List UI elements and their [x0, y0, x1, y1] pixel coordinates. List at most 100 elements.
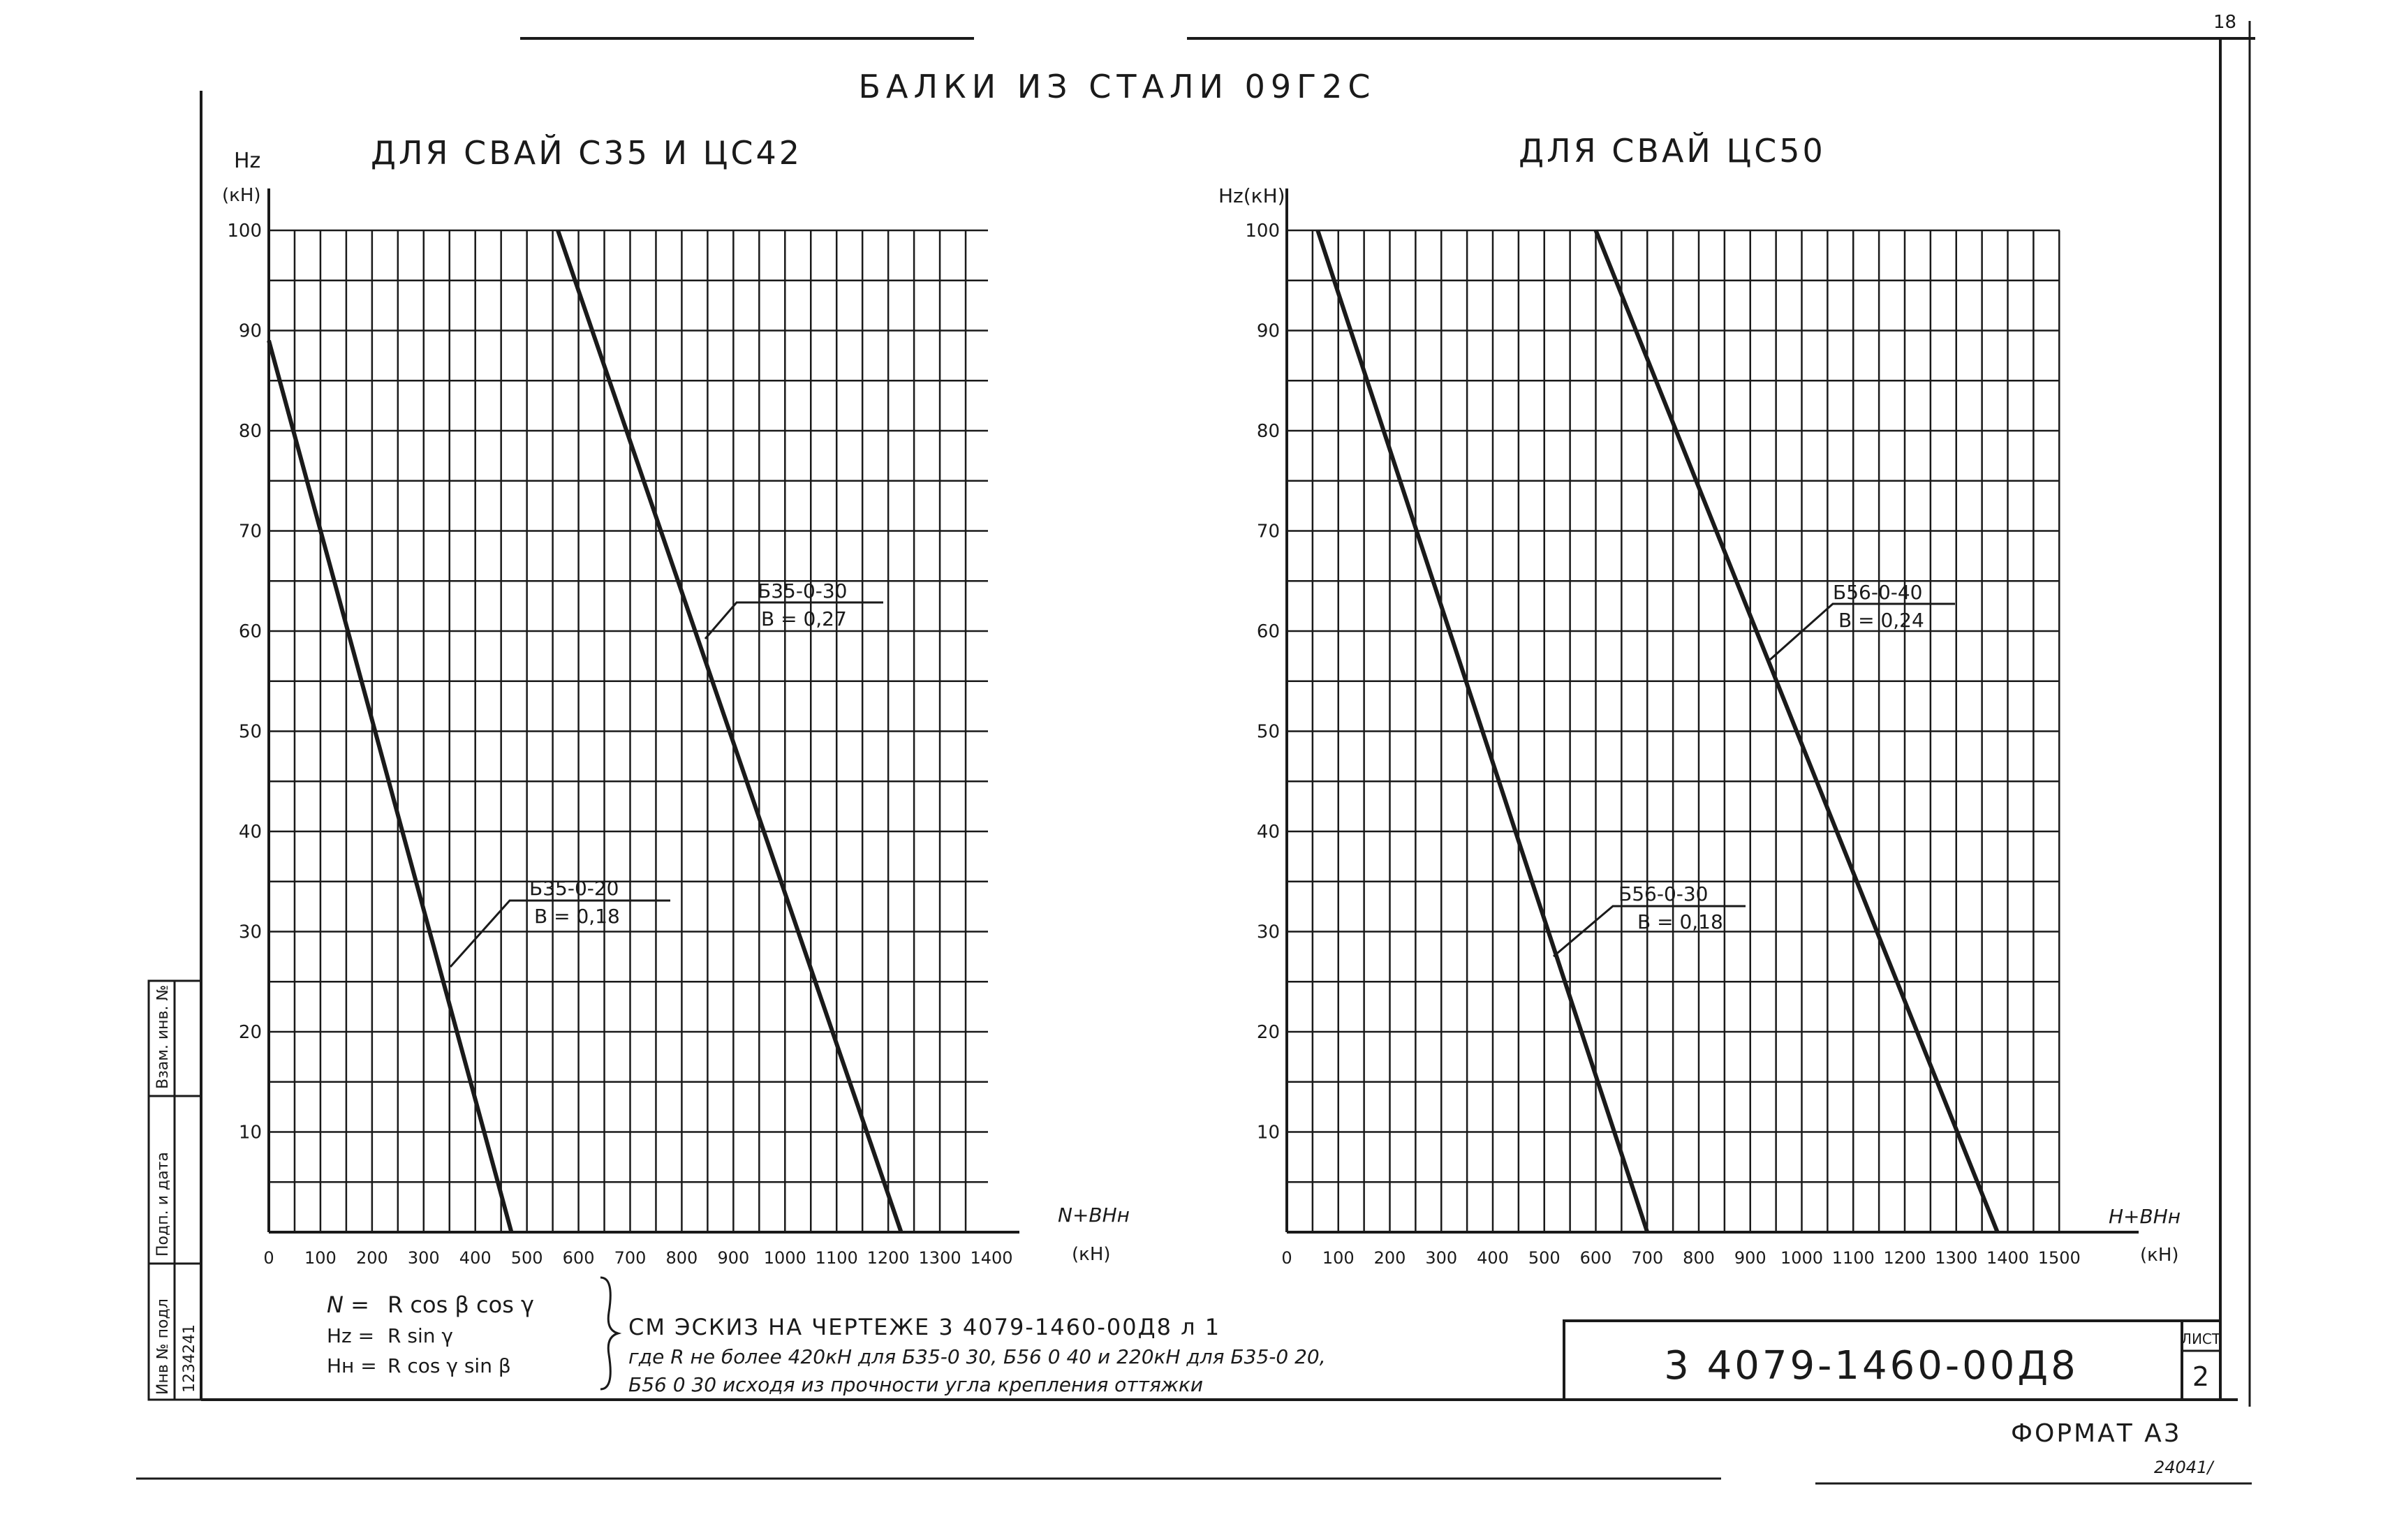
x-tick-label: 500 [511, 1248, 543, 1268]
chart-right-x-tick-labels: 0 100 200 300 400 500 600 700 800 900 1000 1100 1200… [1281, 1248, 2080, 1268]
x-tick-label: 400 [459, 1248, 492, 1268]
chart-right-axes [1285, 188, 2139, 1234]
chart-left-series [267, 230, 903, 1233]
chart-right-ylabel: Hz(кН) [1218, 184, 1285, 207]
leader-b56-0-40 [1769, 602, 1955, 661]
y-tick-label: 70 [239, 521, 262, 542]
x-tick-label: 1100 [1832, 1248, 1875, 1268]
formula-2-rhs: R sin γ [388, 1324, 453, 1347]
leader-b35-0-30 [704, 601, 883, 639]
y-tick-label: 60 [239, 621, 262, 642]
chart-left-xlabel: N+BHн [1058, 1204, 1130, 1227]
series-line-б56-0-40 [1593, 229, 2000, 1234]
formula-3-lhs: Hн = [327, 1354, 377, 1377]
y-tick-label: 70 [1257, 521, 1280, 542]
chart-left-axes [267, 188, 1019, 1234]
label-b35-0-20: Б35-0-20 B = 0,18 [449, 877, 670, 968]
chart-left-x-tick-labels: 0 100 200 300 400 500 600 700 800 900 1000 1100 1200… [263, 1248, 1012, 1268]
chart-left-xunit: (кН) [1072, 1244, 1111, 1265]
chart-right: ДЛЯ СВАЙ ЦС50 Hz(кН) 1020304050607080901… [1218, 132, 2181, 1268]
x-tick-label: 300 [408, 1248, 440, 1268]
y-tick-label: 80 [1257, 421, 1280, 442]
title-block-frame [1563, 1319, 2183, 1401]
x-tick-label: 100 [1322, 1248, 1355, 1268]
y-tick-label: 40 [1257, 822, 1280, 843]
main-title: БАЛКИ ИЗ СТАЛИ 09Г2С [858, 68, 1375, 105]
x-tick-label: 700 [614, 1248, 647, 1268]
series-coef-b35-0-20: B = 0,18 [534, 905, 620, 928]
x-tick-label: 1500 [2038, 1248, 2081, 1268]
sheet-frame [136, 21, 2255, 1485]
chart-left-y-tick-labels: 10 20 30 40 50 60 70 80 90 100 [227, 221, 262, 1143]
series-line-б35-0-30 [556, 230, 903, 1233]
chart-left-yunit: (кН) [222, 185, 261, 206]
chart-right-series [1315, 229, 2000, 1234]
x-tick-label: 100 [304, 1248, 337, 1268]
x-tick-label: 1000 [764, 1248, 806, 1268]
note-line-3: Б56 0 30 исходя из прочности угла крепле… [628, 1373, 1203, 1396]
x-tick-label: 0 [263, 1248, 274, 1268]
corner-mark: 18 [2213, 12, 2236, 33]
label-b35-0-30: Б35-0-30 B = 0,27 [704, 579, 883, 639]
y-tick-label: 10 [239, 1123, 262, 1143]
chart-right-y-tick-labels: 10 20 30 40 50 60 70 80 90 100 [1245, 221, 1280, 1143]
x-tick-label: 800 [1683, 1248, 1715, 1268]
x-tick-label: 1400 [1986, 1248, 2029, 1268]
note-line-1: СМ ЭСКИЗ НА ЧЕРТЕЖЕ 3 4079-1460-00Д8 л 1 [628, 1314, 1220, 1340]
y-tick-label: 30 [1257, 922, 1280, 943]
x-tick-label: 0 [1281, 1248, 1292, 1268]
series-coef-b56-0-30: B = 0,18 [1637, 910, 1723, 933]
x-tick-label: 300 [1425, 1248, 1457, 1268]
x-tick-label: 400 [1477, 1248, 1509, 1268]
chart-left-grid [269, 229, 988, 1232]
formula-3-rhs: R cos γ sin β [388, 1354, 511, 1377]
x-tick-label: 1200 [1883, 1248, 1926, 1268]
x-tick-label: 800 [666, 1248, 698, 1268]
x-tick-label: 900 [1734, 1248, 1766, 1268]
series-line-б35-0-20 [267, 340, 514, 1233]
x-tick-label: 600 [1580, 1248, 1612, 1268]
y-tick-label: 20 [239, 1022, 262, 1043]
series-name-b35-0-30: Б35-0-30 [758, 579, 848, 602]
sheet-label: ЛИСТ [2181, 1331, 2221, 1347]
y-tick-label: 90 [1257, 321, 1280, 342]
side-stamp: Взам. инв. № Подп. и дата Инв № подл 123… [147, 979, 202, 1401]
x-tick-label: 200 [356, 1248, 388, 1268]
series-name-b56-0-40: Б56-0-40 [1833, 581, 1923, 604]
x-tick-label: 900 [717, 1248, 749, 1268]
chart-right-xunit: (кН) [2140, 1245, 2179, 1266]
y-tick-label: 10 [1257, 1123, 1280, 1143]
series-name-b56-0-30: Б56-0-30 [1618, 882, 1709, 905]
chart-right-grid [1287, 229, 2060, 1232]
series-name-b35-0-20: Б35-0-20 [529, 877, 619, 900]
y-tick-label: 20 [1257, 1022, 1280, 1043]
bottom-mark: 24041/ [2154, 1458, 2215, 1477]
x-tick-label: 1000 [1780, 1248, 1823, 1268]
y-tick-label: 100 [227, 221, 262, 242]
side-stamp-label-1: Инв № подл [154, 1298, 172, 1395]
chart-right-title: ДЛЯ СВАЙ ЦС50 [1519, 132, 1826, 170]
side-stamp-label-2: Подп. и дата [154, 1152, 172, 1257]
x-tick-label: 1300 [1935, 1248, 1977, 1268]
series-coef-b35-0-30: B = 0,27 [761, 607, 847, 630]
x-tick-label: 500 [1528, 1248, 1561, 1268]
format-label: ФОРМАТ А3 [2011, 1419, 2182, 1448]
x-tick-label: 1100 [816, 1248, 858, 1268]
chart-left: ДЛЯ СВАЙ С35 И ЦС42 Hz (кН) 10 20 30 40 50 60… [222, 134, 1130, 1268]
y-tick-label: 50 [239, 722, 262, 743]
x-tick-label: 1200 [867, 1248, 910, 1268]
x-tick-label: 700 [1631, 1248, 1663, 1268]
y-tick-label: 50 [1257, 722, 1280, 743]
x-tick-label: 1400 [970, 1248, 1012, 1268]
y-tick-label: 90 [239, 321, 262, 342]
document-number: 3 4079-1460-00Д8 [1664, 1343, 2079, 1389]
side-stamp-value: 1234241 [181, 1324, 198, 1393]
y-tick-label: 30 [239, 922, 262, 943]
series-coef-b56-0-40: B = 0,24 [1838, 609, 1924, 632]
leader-b35-0-20 [449, 899, 670, 968]
formula-1-rhs: R cos β cos γ [388, 1291, 534, 1318]
series-line-б56-0-30 [1315, 230, 1650, 1233]
y-tick-label: 40 [239, 822, 262, 843]
formula-brace [600, 1276, 622, 1391]
